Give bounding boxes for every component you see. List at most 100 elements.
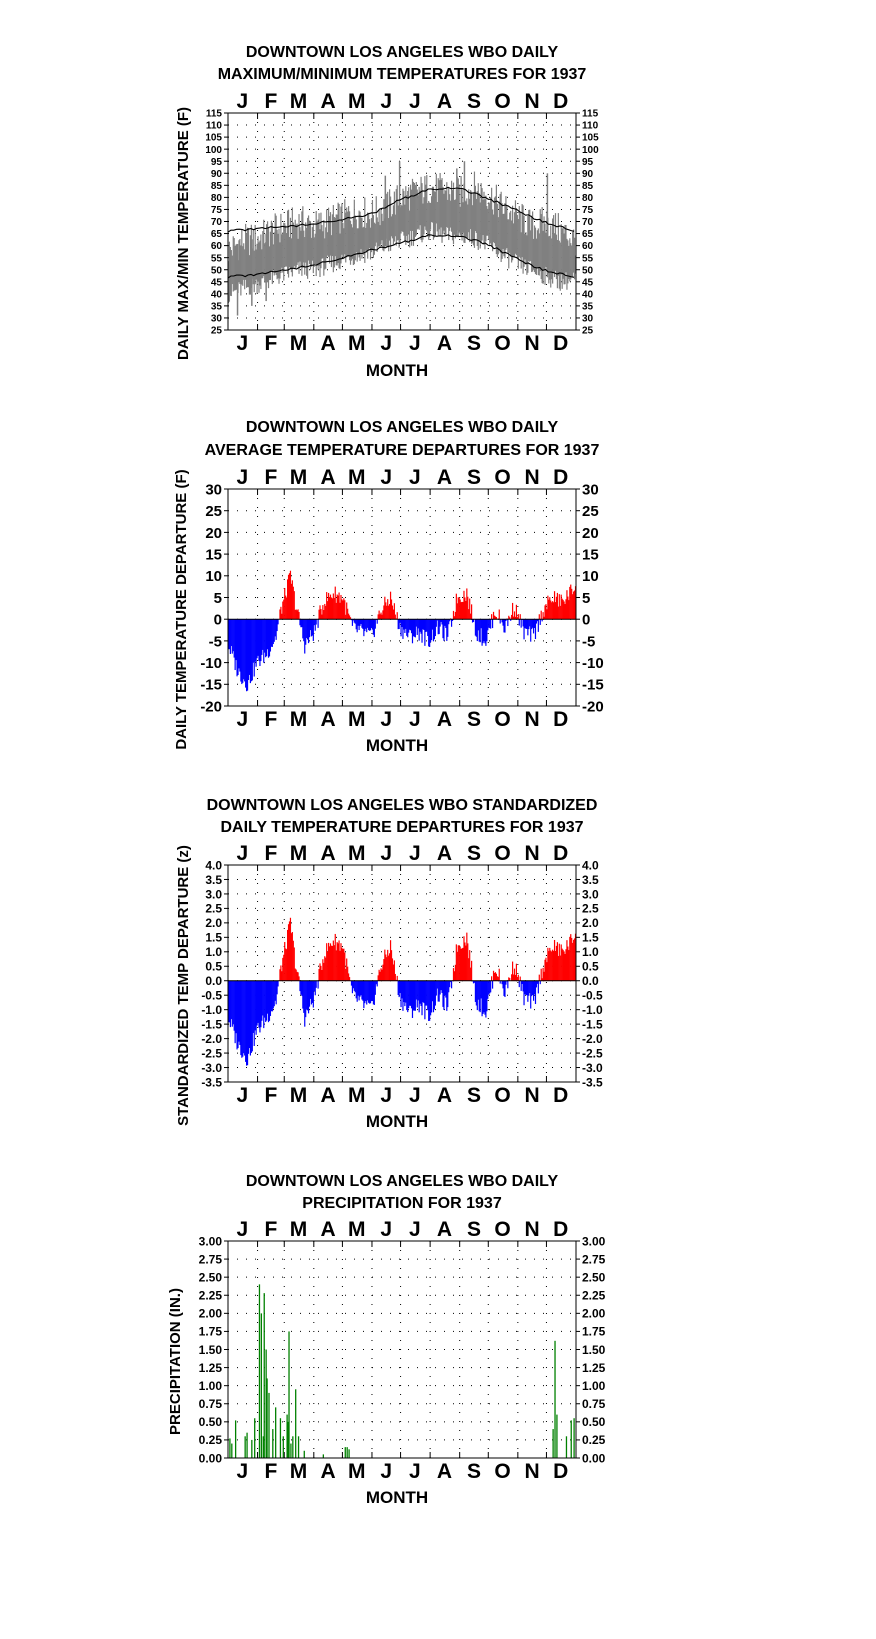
y-tick-label-left: 0 <box>214 612 222 629</box>
month-label-top: A <box>321 466 336 489</box>
month-label-top: N <box>525 1218 540 1241</box>
y-tick-label-left: 25 <box>211 326 223 337</box>
y-tick-label-right: 0.25 <box>582 1433 606 1447</box>
y-tick-label-left: 85 <box>211 181 223 192</box>
y-tick-label-left: -15 <box>200 677 222 694</box>
y-tick-label-left: 1.0 <box>205 945 222 959</box>
y-tick-label-right: 110 <box>582 121 599 132</box>
y-tick-label-left: 40 <box>211 289 223 300</box>
month-label-top: J <box>236 466 248 489</box>
month-label-bottom: A <box>321 332 336 355</box>
month-label-bottom: J <box>409 708 421 731</box>
month-label-bottom: O <box>494 332 510 355</box>
month-label-bottom: N <box>525 1460 540 1483</box>
month-label-bottom: J <box>236 1460 248 1483</box>
y-tick-label-right: 0.75 <box>582 1397 606 1411</box>
month-label-top: D <box>553 90 568 113</box>
y-tick-label-right: -1.0 <box>582 1003 603 1017</box>
y-tick-label-right: 30 <box>582 481 599 498</box>
month-label-top: F <box>264 842 277 865</box>
y-tick-label-left: -3.5 <box>201 1075 222 1089</box>
y-tick-label-left: 35 <box>211 301 223 312</box>
month-label-top: F <box>264 466 277 489</box>
month-label-top: S <box>467 842 481 865</box>
y-axis-label: STANDARDIZED TEMP DEPARTURE (z) <box>175 845 192 1126</box>
month-label-top: A <box>321 842 336 865</box>
normal-max-line <box>227 186 575 233</box>
y-tick-label-left: 70 <box>211 217 223 228</box>
month-label-top: N <box>525 466 540 489</box>
month-label-bottom: S <box>467 708 481 731</box>
y-tick-label-right: 25 <box>582 503 599 520</box>
month-label-bottom: J <box>380 1084 392 1107</box>
y-axis-label: PRECIPITATION (IN.) <box>167 1288 184 1435</box>
y-tick-label-right: 85 <box>582 181 594 192</box>
y-tick-label-left: 2.5 <box>205 902 222 916</box>
month-label-top: N <box>525 90 540 113</box>
month-label-bottom: J <box>380 332 392 355</box>
month-label-bottom: J <box>380 708 392 731</box>
y-tick-label-right: 50 <box>582 265 594 276</box>
month-label-top: A <box>437 90 452 113</box>
y-tick-label-left: 20 <box>205 525 222 542</box>
y-tick-label-left: 25 <box>205 503 222 520</box>
month-label-bottom: M <box>290 1084 308 1107</box>
y-tick-label-left: 0.25 <box>199 1433 223 1447</box>
month-label-bottom: M <box>290 708 308 731</box>
y-tick-label-left: 15 <box>205 547 222 564</box>
chart-title-line: DOWNTOWN LOS ANGELES WBO STANDARDIZED <box>207 797 598 814</box>
month-label-bottom: M <box>348 708 366 731</box>
y-tick-label-right: 75 <box>582 205 594 216</box>
y-tick-label-left: 95 <box>211 157 223 168</box>
month-label-bottom: A <box>321 708 336 731</box>
y-tick-label-right: -2.0 <box>582 1032 603 1046</box>
plot-frame <box>227 1240 577 1459</box>
y-tick-label-left: 1.75 <box>199 1325 223 1339</box>
y-tick-label-left: 110 <box>206 121 223 132</box>
month-label-bottom: J <box>409 332 421 355</box>
y-tick-label-right: 45 <box>582 277 594 288</box>
y-tick-label-left: 4.0 <box>205 858 222 872</box>
chart-precip: DOWNTOWN LOS ANGELES WBO DAILY PRECIPITAT… <box>167 1173 606 1507</box>
chart-title-line: DOWNTOWN LOS ANGELES WBO DAILY <box>246 419 559 436</box>
y-tick-label-left: -2.0 <box>201 1032 222 1046</box>
chart-title-line: DAILY TEMPERATURE DEPARTURES FOR 1937 <box>220 819 583 836</box>
month-label-top: D <box>553 842 568 865</box>
y-tick-label-right: 55 <box>582 253 594 264</box>
y-tick-label-left: 65 <box>211 229 223 240</box>
month-label-bottom: J <box>380 1460 392 1483</box>
y-tick-label-right: 0.0 <box>582 974 599 988</box>
y-tick-label-left: 80 <box>211 193 223 204</box>
y-tick-label-right: -15 <box>582 677 604 694</box>
y-tick-label-right: -3.5 <box>582 1075 603 1089</box>
y-tick-label-left: 2.25 <box>199 1289 223 1303</box>
month-label-bottom: F <box>264 1084 277 1107</box>
y-tick-label-right: 0.5 <box>582 960 599 974</box>
y-tick-label-right: -20 <box>582 698 604 715</box>
month-label-top: N <box>525 842 540 865</box>
month-label-top: J <box>380 1218 392 1241</box>
month-label-top: S <box>467 90 481 113</box>
month-label-top: M <box>290 1218 308 1241</box>
month-label-bottom: A <box>437 1084 452 1107</box>
y-tick-label-left: 0.75 <box>199 1397 223 1411</box>
month-label-top: M <box>290 90 308 113</box>
y-tick-label-right: 2.0 <box>582 916 599 930</box>
y-tick-label-left: 75 <box>211 205 223 216</box>
y-axis-label: DAILY TEMPERATURE DEPARTURE (F) <box>173 469 190 749</box>
month-label-bottom: O <box>494 1084 510 1107</box>
y-tick-label-right: -0.5 <box>582 989 603 1003</box>
y-tick-label-left: 3.00 <box>199 1234 223 1248</box>
y-tick-label-right: 20 <box>582 525 599 542</box>
month-label-bottom: D <box>553 1084 568 1107</box>
y-tick-label-left: 2.75 <box>199 1252 223 1266</box>
chart-maxmin: DOWNTOWN LOS ANGELES WBO DAILY MAXIMUM/MI… <box>175 44 599 380</box>
month-label-top: J <box>380 466 392 489</box>
y-tick-label-left: -1.0 <box>201 1003 222 1017</box>
y-tick-label-left: 10 <box>205 568 222 585</box>
y-tick-label-right: 1.50 <box>582 1343 606 1357</box>
y-tick-label-left: -20 <box>200 698 222 715</box>
month-label-top: D <box>553 1218 568 1241</box>
